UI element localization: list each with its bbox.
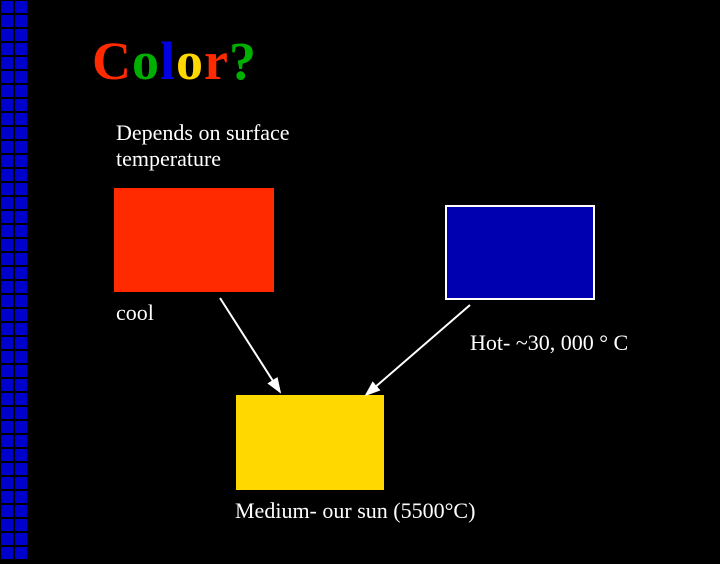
title-letter: C	[92, 31, 132, 91]
cool-star-swatch	[114, 188, 274, 292]
medium-label: Medium- our sun (5500°C)	[235, 498, 475, 524]
slide-title: Color?	[92, 30, 257, 92]
sidebar-decorative-squares	[0, 0, 28, 540]
title-letter: l	[160, 31, 176, 91]
title-letter: o	[176, 31, 204, 91]
medium-star-swatch	[236, 395, 384, 490]
cool-label: cool	[116, 300, 154, 326]
title-letter: o	[132, 31, 160, 91]
title-letter: ?	[229, 31, 257, 91]
slide-subtitle: Depends on surfacetemperature	[116, 120, 290, 173]
title-letter: r	[204, 31, 229, 91]
hot-star-swatch	[445, 205, 595, 300]
hot-label: Hot- ~30, 000 ° C	[470, 330, 628, 356]
